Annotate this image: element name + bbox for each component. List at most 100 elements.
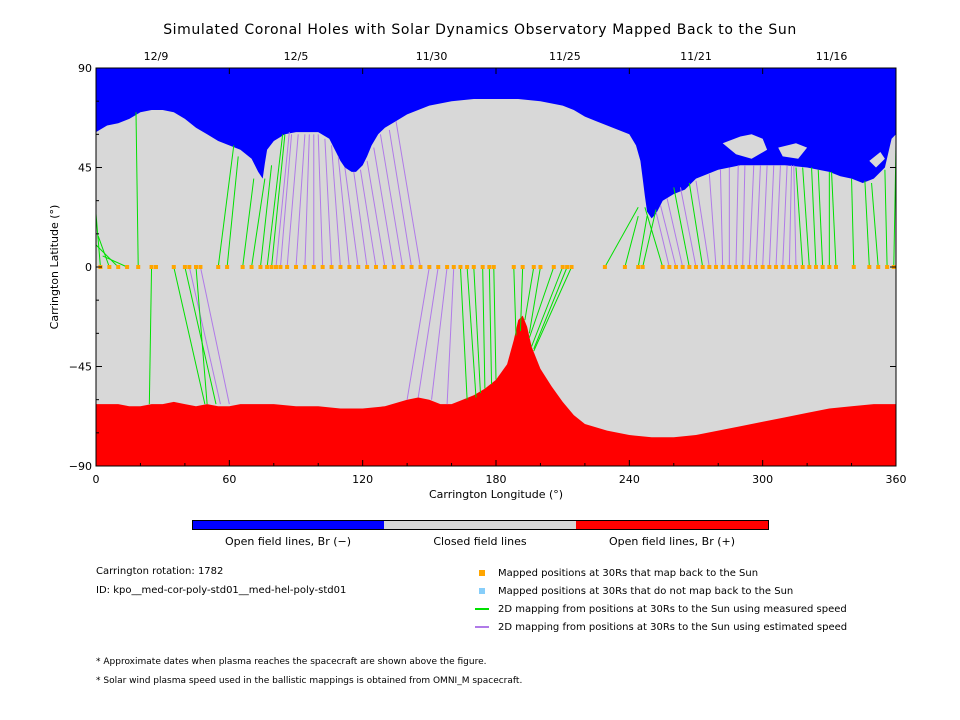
mapped-position-point	[740, 265, 745, 269]
mapped-position-point	[302, 265, 307, 269]
measured-speed-mapping-line	[817, 169, 824, 268]
legend-label: Mapped positions at 30Rs that map back t…	[498, 568, 759, 579]
mapped-position-point	[471, 265, 476, 269]
mapped-position-point	[418, 265, 423, 269]
measured-speed-mapping-line	[96, 244, 119, 268]
measured-speed-mapping-line	[271, 134, 286, 268]
measured-speed-mapping-line	[102, 255, 128, 268]
closed-field-island	[722, 134, 768, 159]
colorbar-segment	[192, 520, 385, 530]
measured-speed-mapping-line	[528, 266, 555, 338]
mapped-position-point	[834, 265, 838, 269]
estimated-speed-mapping-line	[373, 147, 395, 268]
top-date-label: 12/9	[144, 50, 169, 63]
measured-speed-mapping-line	[871, 182, 879, 268]
mapped-position-point	[807, 265, 812, 269]
estimated-speed-mapping-line	[666, 198, 684, 268]
mapped-position-point	[458, 265, 463, 269]
x-axis-title: Carrington Longitude (°)	[429, 488, 563, 501]
mapped-position-point	[885, 265, 890, 269]
measured-speed-mapping-line	[831, 171, 837, 268]
mapped-position-point	[560, 265, 565, 269]
measured-speed-mapping-line	[864, 180, 870, 268]
legend-swatch	[475, 608, 489, 610]
measured-speed-mapping-line	[642, 209, 657, 268]
estimated-speed-mapping-line	[359, 169, 377, 268]
legend-swatch	[479, 570, 485, 576]
mapped-position-point	[794, 265, 798, 269]
measured-speed-mapping-line	[644, 207, 664, 268]
estimated-speed-mapping-line	[659, 204, 677, 268]
mapped-position-point	[551, 265, 556, 269]
mapped-position-point	[409, 265, 414, 269]
estimated-speed-mapping-line	[755, 165, 761, 268]
top-date-label: 11/16	[816, 50, 848, 63]
estimated-speed-mapping-line	[406, 266, 430, 400]
measured-speed-mapping-line	[637, 216, 648, 268]
mapped-position-point	[149, 265, 154, 269]
mapped-position-point	[714, 265, 718, 269]
x-tick-label: 0	[93, 473, 100, 486]
estimated-speed-mapping-line	[679, 187, 697, 268]
measured-speed-mapping-line	[884, 169, 888, 268]
mapped-position-point	[258, 265, 263, 269]
mapped-position-point	[622, 265, 627, 269]
estimated-speed-mapping-line	[431, 266, 448, 400]
measured-speed-mapping-line	[851, 178, 855, 268]
footnote-speed: * Solar wind plasma speed used in the ba…	[96, 676, 523, 686]
mapped-position-point	[867, 265, 872, 269]
mapped-position-point	[182, 265, 187, 269]
mapped-position-point	[427, 265, 432, 269]
y-axis-title: Carrington Latitude (°)	[48, 205, 61, 330]
legend-swatch	[479, 588, 485, 594]
estimated-speed-mapping-line	[446, 266, 455, 405]
measured-speed-mapping-line	[519, 266, 524, 332]
colorbar-label: Open field lines, Br (+)	[608, 535, 736, 548]
mapped-position-point	[311, 265, 316, 269]
mapped-position-point	[876, 265, 881, 269]
footnote-dates: * Approximate dates when plasma reaches …	[96, 657, 487, 667]
top-date-label: 11/25	[549, 50, 581, 63]
top-date-label: 11/21	[680, 50, 712, 63]
measured-speed-mapping-line	[96, 213, 101, 268]
mapped-position-point	[565, 265, 570, 269]
estimated-speed-mapping-line	[337, 156, 350, 268]
mapped-position-point	[198, 265, 203, 269]
mapped-position-point	[154, 265, 158, 269]
mapped-position-point	[269, 265, 274, 269]
mapped-position-point	[680, 265, 685, 269]
estimated-speed-mapping-line	[304, 134, 310, 268]
measured-speed-mapping-line	[251, 178, 266, 268]
measured-speed-mapping-line	[673, 187, 690, 268]
colorbar-segment	[384, 520, 576, 530]
estimated-speed-mapping-line	[788, 165, 793, 268]
estimated-speed-mapping-line	[366, 160, 386, 268]
measured-speed-mapping-line	[266, 134, 284, 268]
mapped-position-point	[294, 265, 298, 269]
mapped-position-point	[382, 265, 387, 269]
measured-speed-mapping-line	[173, 266, 206, 405]
colorbar-label: Closed field lines	[433, 535, 527, 548]
estimated-speed-mapping-line	[748, 165, 755, 268]
mapped-position-point	[391, 265, 396, 269]
mapped-position-point	[520, 265, 525, 269]
measured-speed-mapping-line	[184, 266, 217, 405]
measured-speed-mapping-line	[533, 266, 573, 352]
mapped-position-point	[338, 265, 343, 269]
mapped-position-point	[694, 265, 698, 269]
colorbar-segment	[576, 520, 769, 530]
estimated-speed-mapping-line	[188, 266, 221, 405]
measured-speed-mapping-line	[795, 167, 804, 268]
mapped-position-point	[320, 265, 325, 269]
estimated-speed-mapping-line	[735, 165, 739, 268]
estimated-speed-mapping-line	[353, 171, 368, 268]
measured-speed-mapping-line	[528, 266, 541, 334]
estimated-speed-mapping-line	[324, 138, 333, 268]
measured-speed-mapping-line	[802, 167, 810, 268]
measured-speed-mapping-line	[531, 266, 564, 347]
measured-speed-mapping-line	[148, 266, 153, 405]
mapped-position-point	[347, 265, 352, 269]
mapped-position-point	[374, 265, 378, 269]
mapped-position-point	[511, 265, 516, 269]
